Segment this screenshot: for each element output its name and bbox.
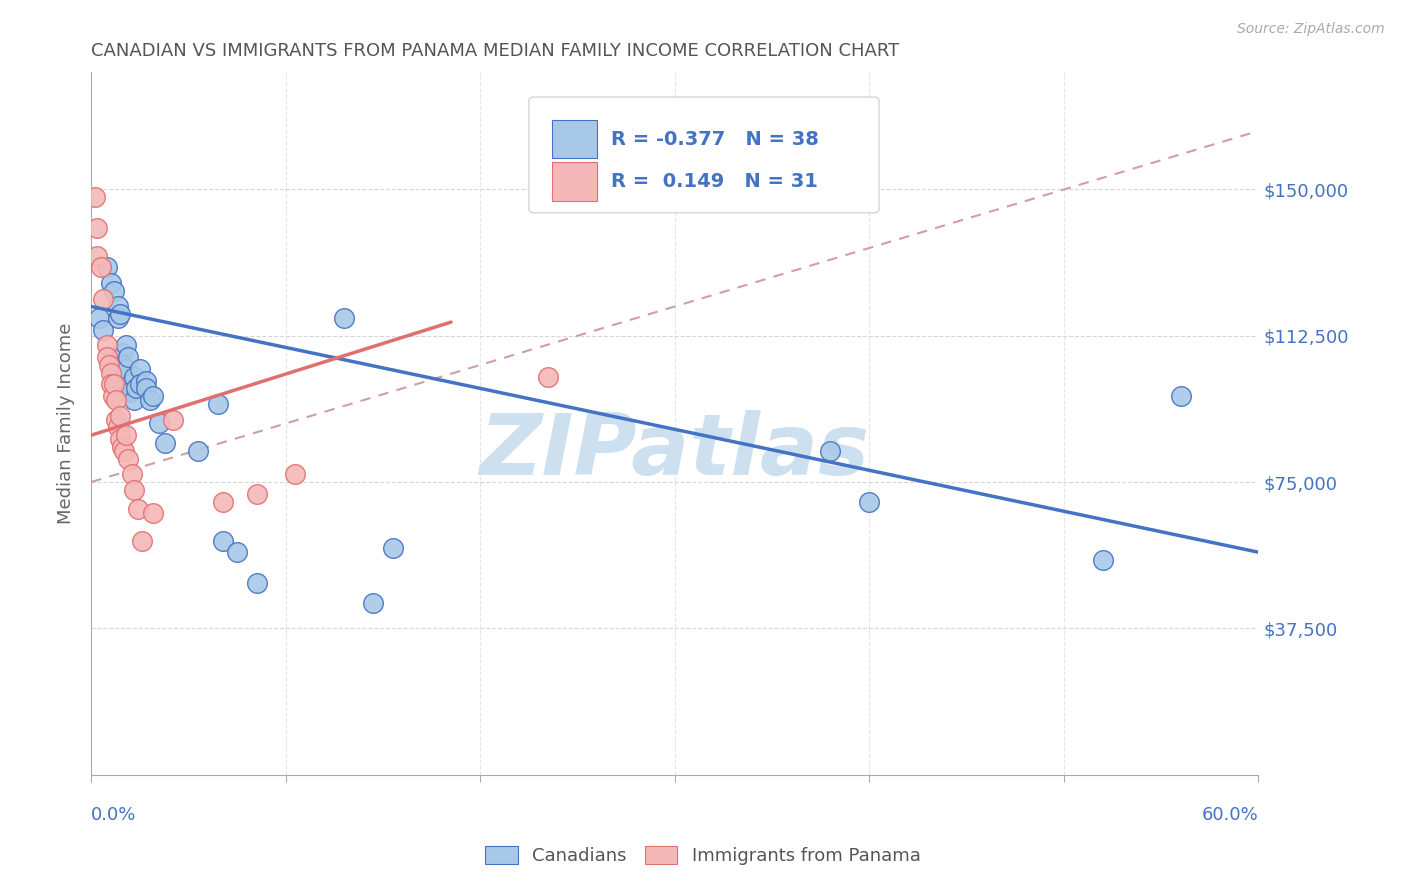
Legend: Canadians, Immigrants from Panama: Canadians, Immigrants from Panama bbox=[478, 839, 928, 872]
Canadians bbox=[381, 541, 404, 556]
Immigrants from Panama bbox=[537, 369, 560, 384]
Immigrants from Panama bbox=[84, 190, 107, 204]
Canadians bbox=[111, 346, 134, 360]
Immigrants from Panama bbox=[111, 440, 134, 454]
Text: CANADIAN VS IMMIGRANTS FROM PANAMA MEDIAN FAMILY INCOME CORRELATION CHART: CANADIAN VS IMMIGRANTS FROM PANAMA MEDIA… bbox=[91, 42, 900, 60]
Canadians bbox=[333, 311, 356, 326]
Canadians bbox=[107, 311, 129, 326]
Canadians bbox=[820, 443, 842, 458]
Canadians bbox=[858, 494, 880, 508]
Canadians bbox=[100, 276, 122, 290]
Text: Source: ZipAtlas.com: Source: ZipAtlas.com bbox=[1237, 22, 1385, 37]
Immigrants from Panama bbox=[105, 393, 128, 408]
Immigrants from Panama bbox=[100, 366, 122, 380]
Immigrants from Panama bbox=[86, 249, 108, 263]
Immigrants from Panama bbox=[122, 483, 145, 497]
Immigrants from Panama bbox=[117, 451, 139, 466]
Canadians bbox=[128, 362, 150, 376]
Canadians bbox=[1170, 389, 1192, 403]
Canadians bbox=[138, 393, 160, 408]
Canadians bbox=[142, 389, 165, 403]
Immigrants from Panama bbox=[96, 338, 118, 352]
Immigrants from Panama bbox=[110, 432, 132, 446]
Canadians bbox=[135, 381, 157, 395]
Text: ZIPatlas: ZIPatlas bbox=[479, 410, 870, 493]
Canadians bbox=[148, 417, 170, 431]
Canadians bbox=[87, 311, 110, 326]
Immigrants from Panama bbox=[97, 358, 120, 372]
Immigrants from Panama bbox=[101, 389, 124, 403]
Canadians bbox=[122, 393, 145, 408]
Canadians bbox=[120, 385, 142, 400]
Immigrants from Panama bbox=[212, 494, 235, 508]
Canadians bbox=[207, 397, 229, 411]
Canadians bbox=[1091, 553, 1114, 567]
Canadians bbox=[128, 377, 150, 392]
Immigrants from Panama bbox=[96, 350, 118, 364]
Immigrants from Panama bbox=[115, 428, 138, 442]
Text: 60.0%: 60.0% bbox=[1202, 806, 1258, 824]
Canadians bbox=[125, 381, 148, 395]
Immigrants from Panama bbox=[142, 506, 165, 520]
Canadians bbox=[111, 358, 134, 372]
Canadians bbox=[91, 323, 114, 337]
Text: R = -0.377   N = 38: R = -0.377 N = 38 bbox=[610, 129, 818, 149]
Immigrants from Panama bbox=[103, 377, 125, 392]
Canadians bbox=[226, 545, 249, 559]
Canadians bbox=[120, 377, 142, 392]
Canadians bbox=[117, 350, 139, 364]
Immigrants from Panama bbox=[91, 292, 114, 306]
Immigrants from Panama bbox=[162, 412, 184, 426]
Canadians bbox=[110, 307, 132, 321]
Canadians bbox=[212, 533, 235, 548]
Canadians bbox=[245, 576, 267, 591]
Canadians bbox=[361, 596, 384, 610]
Immigrants from Panama bbox=[100, 377, 122, 392]
Canadians bbox=[122, 369, 145, 384]
Immigrants from Panama bbox=[90, 260, 112, 275]
Immigrants from Panama bbox=[284, 467, 307, 482]
Canadians bbox=[115, 362, 138, 376]
Immigrants from Panama bbox=[107, 420, 129, 434]
Immigrants from Panama bbox=[245, 486, 267, 500]
Immigrants from Panama bbox=[110, 409, 132, 423]
Text: 0.0%: 0.0% bbox=[91, 806, 136, 824]
Immigrants from Panama bbox=[105, 412, 128, 426]
Canadians bbox=[107, 300, 129, 314]
Immigrants from Panama bbox=[112, 443, 135, 458]
FancyBboxPatch shape bbox=[529, 97, 879, 213]
Canadians bbox=[115, 338, 138, 352]
Canadians bbox=[103, 284, 125, 298]
FancyBboxPatch shape bbox=[553, 162, 596, 201]
Immigrants from Panama bbox=[86, 221, 108, 235]
Text: R =  0.149   N = 31: R = 0.149 N = 31 bbox=[610, 172, 817, 191]
Canadians bbox=[187, 443, 209, 458]
Canadians bbox=[96, 260, 118, 275]
Immigrants from Panama bbox=[121, 467, 143, 482]
FancyBboxPatch shape bbox=[553, 120, 596, 159]
Y-axis label: Median Family Income: Median Family Income bbox=[58, 323, 75, 524]
Canadians bbox=[153, 436, 176, 450]
Canadians bbox=[135, 374, 157, 388]
Immigrants from Panama bbox=[127, 502, 149, 516]
Immigrants from Panama bbox=[131, 533, 153, 548]
